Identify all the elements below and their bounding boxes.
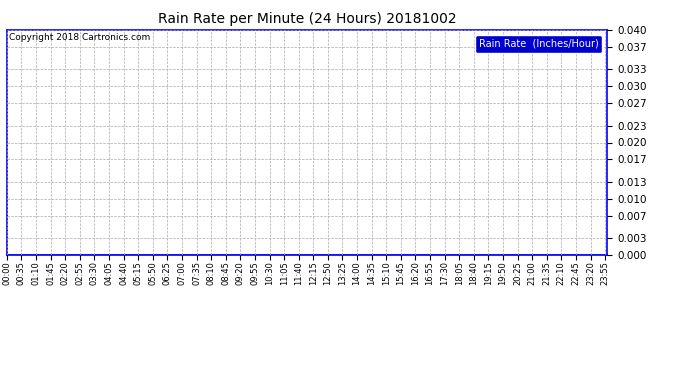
Rain Rate  (Inches/Hour) [400,253,408,257]
Rain Rate  (Inches/Hour) [136,253,144,257]
Legend: Rain Rate  (Inches/Hour): Rain Rate (Inches/Hour) [475,35,602,52]
Rain Rate  (Inches/Hour) [239,253,247,257]
Rain Rate  (Inches/Hour) [603,253,611,257]
Rain Rate  (Inches/Hour) [498,253,506,257]
Rain Rate  (Inches/Hour) [253,253,262,257]
Rain Rate  (Inches/Hour) [3,28,11,32]
Line: Rain Rate  (Inches/Hour): Rain Rate (Inches/Hour) [7,30,607,255]
Text: Copyright 2018 Cartronics.com: Copyright 2018 Cartronics.com [9,33,150,42]
Rain Rate  (Inches/Hour) [3,253,12,257]
Title: Rain Rate per Minute (24 Hours) 20181002: Rain Rate per Minute (24 Hours) 20181002 [158,12,456,26]
Rain Rate  (Inches/Hour) [550,253,558,257]
